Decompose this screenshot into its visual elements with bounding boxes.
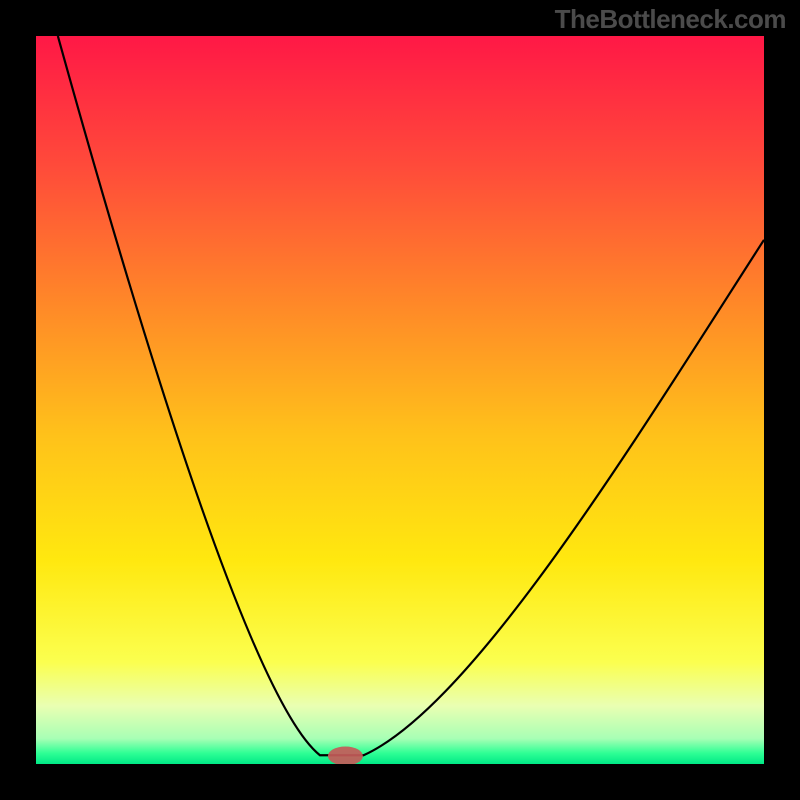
chart-container: TheBottleneck.com bbox=[0, 0, 800, 800]
bottleneck-chart bbox=[0, 0, 800, 800]
min-marker bbox=[328, 747, 363, 766]
watermark-text: TheBottleneck.com bbox=[555, 4, 786, 35]
plot-background bbox=[36, 36, 764, 764]
